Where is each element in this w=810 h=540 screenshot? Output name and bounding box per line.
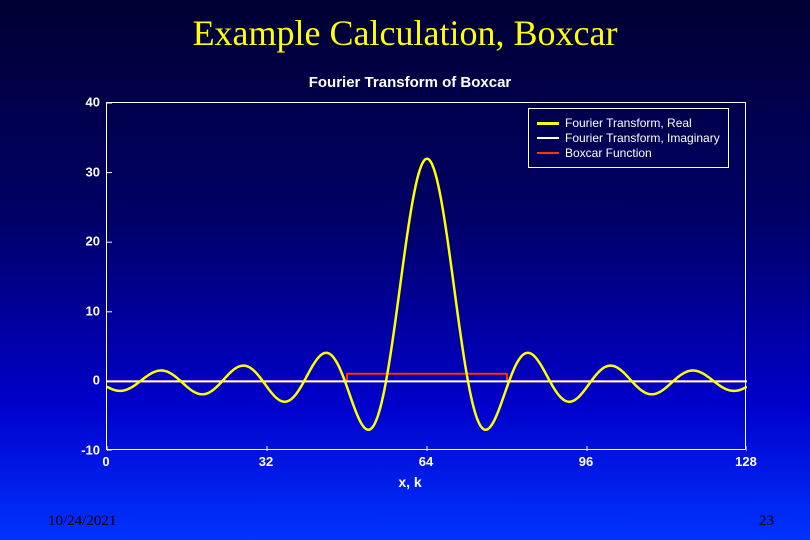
chart-title: Fourier Transform of Boxcar (70, 74, 750, 91)
series-sinc (107, 159, 747, 430)
x-axis-label: x, k (398, 474, 421, 490)
series-boxcar (107, 374, 747, 382)
legend-swatch (537, 152, 559, 154)
legend-label: Fourier Transform, Imaginary (565, 131, 720, 145)
footer-page-number: 23 (759, 513, 774, 530)
y-tick-label: 30 (60, 164, 100, 179)
legend: Fourier Transform, RealFourier Transform… (528, 108, 729, 168)
x-tick-label: 64 (419, 454, 433, 469)
y-tick-label: 0 (60, 373, 100, 388)
x-tick-label: 96 (579, 454, 593, 469)
y-tick-label: 40 (60, 95, 100, 110)
footer-date: 10/24/2021 (48, 513, 116, 530)
y-tick-label: -10 (60, 443, 100, 458)
legend-swatch (537, 137, 559, 139)
legend-swatch (537, 122, 559, 125)
legend-item: Boxcar Function (537, 146, 720, 160)
slide-title: Example Calculation, Boxcar (0, 0, 810, 54)
y-tick-label: 20 (60, 234, 100, 249)
legend-item: Fourier Transform, Imaginary (537, 131, 720, 145)
legend-label: Fourier Transform, Real (565, 116, 692, 130)
legend-item: Fourier Transform, Real (537, 116, 720, 130)
x-tick-label: 0 (102, 454, 109, 469)
y-tick-label: 10 (60, 303, 100, 318)
chart-container: Fourier Transform of Boxcar x, k Fourier… (70, 74, 750, 494)
x-tick-label: 32 (259, 454, 273, 469)
x-tick-label: 128 (735, 454, 757, 469)
legend-label: Boxcar Function (565, 146, 652, 160)
